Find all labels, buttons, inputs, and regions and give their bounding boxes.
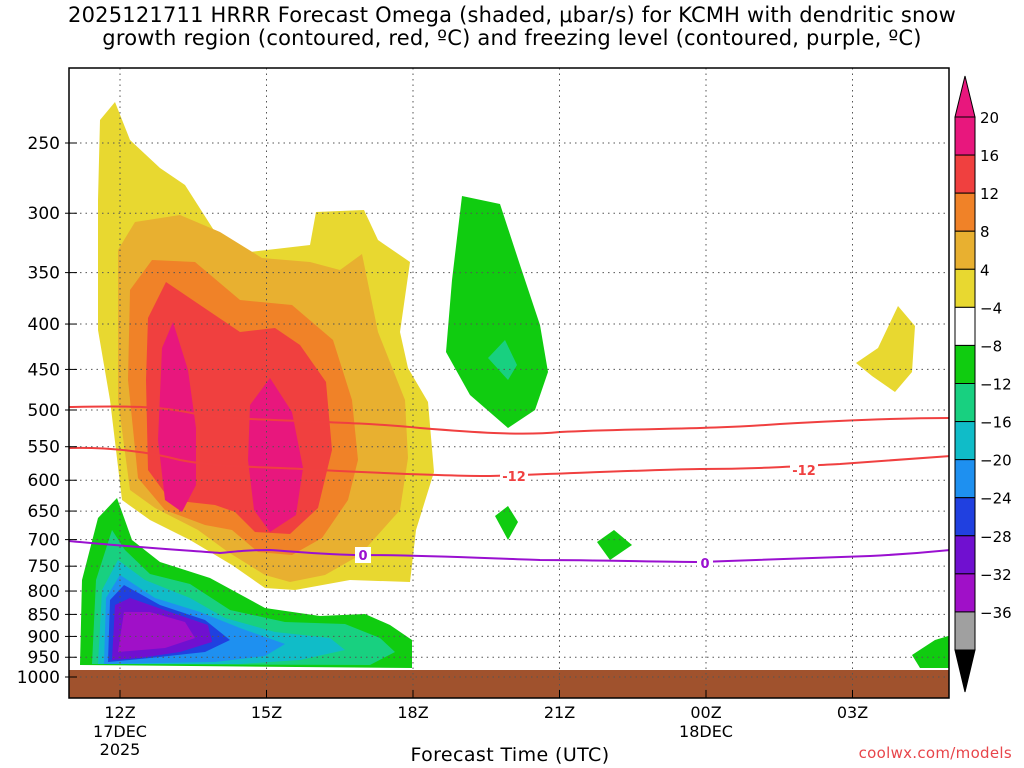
- y-tick-label: 400: [28, 315, 60, 335]
- dgz-label-b-text: -12: [792, 464, 816, 479]
- colorbar-swatch: [954, 459, 976, 499]
- x-tick-sublabel: 18DEC: [679, 722, 733, 741]
- omega-region-minus4-blob-a: [495, 506, 518, 540]
- dgz-label-b: -12: [790, 462, 818, 479]
- surface-ground: [69, 670, 949, 698]
- colorbar-label: −36: [980, 604, 1012, 622]
- freezing-level-contour: [69, 540, 949, 564]
- freezing-label-b-text: 0: [700, 557, 709, 572]
- y-tick-label: 850: [28, 605, 60, 625]
- colorbar-swatch: [954, 344, 976, 384]
- y-tick-label: 650: [28, 502, 60, 522]
- y-tick-label: 350: [28, 264, 60, 284]
- y-tick-label: 800: [28, 582, 60, 602]
- colorbar-bottom-triangle: [954, 649, 976, 693]
- colorbar-label: 8: [980, 223, 990, 241]
- omega-region-minus4-mid: [446, 196, 548, 428]
- freezing-label-a-text: 0: [358, 549, 367, 564]
- title-line-1: 2025121711 HRRR Forecast Omega (shaded, …: [68, 3, 956, 27]
- colorbar-label: −24: [980, 490, 1012, 508]
- colorbar-label: −16: [980, 414, 1012, 432]
- omega-region-minus28-low: [118, 612, 195, 652]
- omega-region-minus4-lower-right: [912, 635, 949, 668]
- x-axis-label: Forecast Time (UTC): [410, 744, 610, 766]
- x-tick-label: 15Z: [251, 703, 282, 722]
- dgz-contour-upper: [69, 405, 949, 435]
- colorbar-swatch: [954, 268, 976, 308]
- plot-frame: [68, 67, 950, 699]
- y-tick-label: 500: [28, 401, 60, 421]
- omega-region-minus4-blob-b: [597, 530, 632, 560]
- x-tick-label: 12Z: [104, 703, 135, 722]
- colorbar-swatch: [954, 497, 976, 537]
- omega-region-4-upper-right: [856, 306, 915, 392]
- y-tick-label: 550: [28, 438, 60, 458]
- colorbar-swatch: [954, 192, 976, 232]
- colorbar-label: −20: [980, 452, 1012, 470]
- dgz-label-a-text: -12: [502, 470, 526, 485]
- y-tick-label: 900: [28, 627, 60, 647]
- omega-core-above-20-a: [158, 322, 196, 512]
- dgz-label-a: -12: [500, 468, 528, 485]
- freezing-label-a: 0: [355, 547, 371, 564]
- colorbar-swatch: [954, 421, 976, 461]
- y-tick-label: 600: [28, 471, 60, 491]
- freezing-label-b: 0: [697, 555, 713, 572]
- y-axis: 2503003504004505005506006507007508008509…: [17, 134, 77, 688]
- x-tick-label: 21Z: [544, 703, 575, 722]
- colorbar-swatch: [954, 306, 976, 346]
- colorbar-label: −28: [980, 528, 1012, 546]
- colorbar-swatch: [954, 154, 976, 194]
- colorbar-swatch: [954, 230, 976, 270]
- chart-title: 2025121711 HRRR Forecast Omega (shaded, …: [0, 4, 1024, 50]
- colorbar-label: −32: [980, 566, 1012, 584]
- x-tick-label: 00Z: [690, 703, 721, 722]
- colorbar-label: −12: [980, 376, 1012, 394]
- colorbar-label: 20: [980, 109, 999, 127]
- colorbar-label: −8: [980, 337, 1002, 355]
- y-tick-label: 250: [28, 134, 60, 154]
- y-tick-label: 750: [28, 557, 60, 577]
- shaded-omega-fields: [69, 102, 949, 668]
- x-tick-label: 18Z: [397, 703, 428, 722]
- y-tick-label: 300: [28, 204, 60, 224]
- colorbar-swatch: [954, 573, 976, 613]
- colorbar-swatch: [954, 383, 976, 423]
- omega-region-minus8-mid: [488, 340, 517, 380]
- y-tick-label: 950: [28, 648, 60, 668]
- colorbar-label: 16: [980, 147, 999, 165]
- y-tick-label: 1000: [17, 668, 60, 688]
- x-tick-sublabel: 17DEC: [93, 722, 147, 741]
- credit-text: coolwx.com/models: [858, 744, 1012, 762]
- omega-core-above-20-b: [248, 378, 303, 532]
- colorbar-swatch: [954, 611, 976, 651]
- colorbar-label: 12: [980, 185, 999, 203]
- colorbar-swatch: [954, 535, 976, 575]
- y-tick-label: 450: [28, 360, 60, 380]
- colorbar-swatch: [954, 116, 976, 156]
- colorbar-label: −4: [980, 299, 1002, 317]
- x-tick-sublabel: 2025: [100, 740, 141, 759]
- colorbar-label: 4: [980, 261, 990, 279]
- dgz-contour-lower: [69, 446, 949, 478]
- colorbar-top-triangle: [954, 75, 976, 118]
- y-tick-label: 700: [28, 531, 60, 551]
- x-tick-label: 03Z: [837, 703, 868, 722]
- colorbar: 20 16 12 8 4 −4 −8 −12 −16 −20 −24 −28 −32 −36: [954, 75, 1012, 693]
- title-line-2: growth region (contoured, red, ºC) and f…: [102, 26, 922, 50]
